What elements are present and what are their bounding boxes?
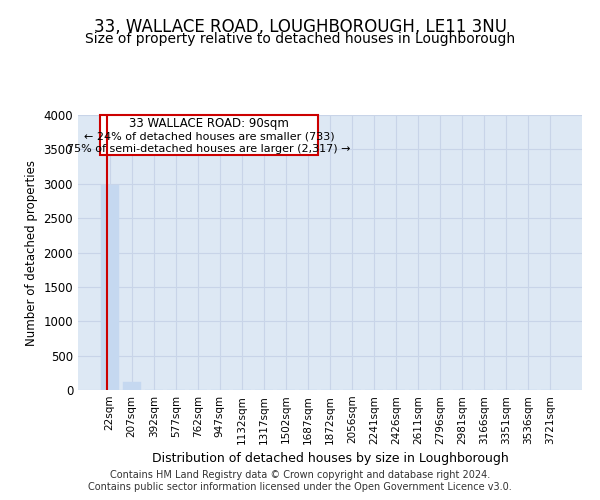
X-axis label: Distribution of detached houses by size in Loughborough: Distribution of detached houses by size … [152, 452, 508, 465]
FancyBboxPatch shape [100, 115, 318, 155]
Text: 75% of semi-detached houses are larger (2,317) →: 75% of semi-detached houses are larger (… [67, 144, 350, 154]
Text: 33 WALLACE ROAD: 90sqm: 33 WALLACE ROAD: 90sqm [129, 118, 289, 130]
Text: Contains HM Land Registry data © Crown copyright and database right 2024.: Contains HM Land Registry data © Crown c… [110, 470, 490, 480]
Y-axis label: Number of detached properties: Number of detached properties [25, 160, 38, 346]
Text: ← 24% of detached houses are smaller (733): ← 24% of detached houses are smaller (73… [83, 132, 334, 141]
Text: Size of property relative to detached houses in Loughborough: Size of property relative to detached ho… [85, 32, 515, 46]
Bar [123, 382, 140, 390]
Bar [101, 185, 119, 390]
Text: Contains public sector information licensed under the Open Government Licence v3: Contains public sector information licen… [88, 482, 512, 492]
Text: 33, WALLACE ROAD, LOUGHBOROUGH, LE11 3NU: 33, WALLACE ROAD, LOUGHBOROUGH, LE11 3NU [94, 18, 506, 36]
